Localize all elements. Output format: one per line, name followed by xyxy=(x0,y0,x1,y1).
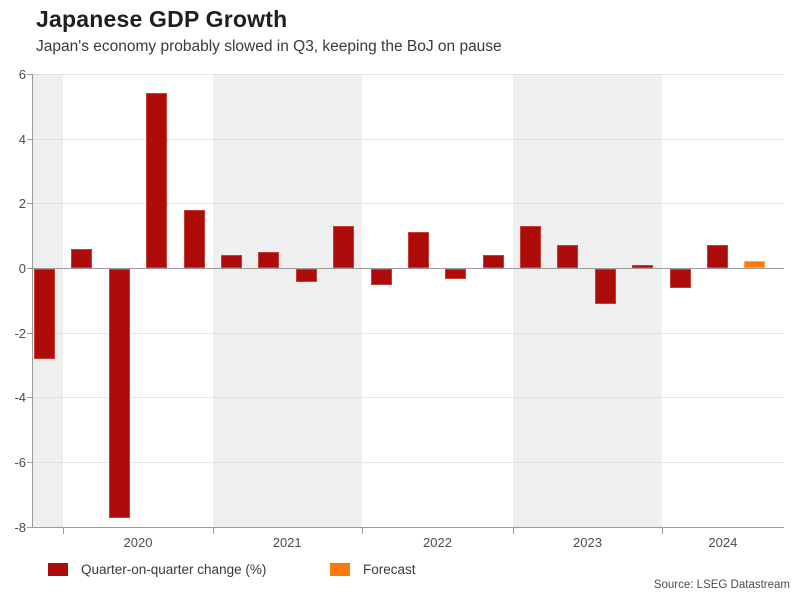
y-tick-label--6: -6 xyxy=(14,454,26,470)
y-tick-2 xyxy=(27,203,32,205)
bar-2021-q2 xyxy=(258,251,280,268)
x-year-label-2020: 2020 xyxy=(123,534,153,550)
gridline--6 xyxy=(32,461,784,463)
qoq-legend-label: Quarter-on-quarter change (%) xyxy=(81,562,267,577)
y-tick-label-6: 6 xyxy=(18,67,26,82)
bar-2020-q2 xyxy=(108,268,130,518)
y-tick-0 xyxy=(27,267,32,269)
gridline--2 xyxy=(32,332,784,334)
year-band-2021 xyxy=(212,74,362,527)
bar-2022-q4 xyxy=(482,255,504,268)
bar-2019-q4 xyxy=(34,268,56,360)
chart-subtitle: Japan's economy probably slowed in Q3, k… xyxy=(36,38,502,55)
bar-2020-q1 xyxy=(71,248,93,268)
bar-2021-q3 xyxy=(295,268,317,282)
bar-2021-q4 xyxy=(333,225,355,268)
bar-2022-q1 xyxy=(370,268,392,286)
y-tick-label--4: -4 xyxy=(14,390,26,406)
y-tick-label--8: -8 xyxy=(14,519,26,535)
legend-item-forecast: Forecast xyxy=(330,562,416,577)
x-axis-line xyxy=(32,526,784,528)
y-tick-label-0: 0 xyxy=(18,260,26,276)
forecast-legend-label: Forecast xyxy=(363,562,416,577)
x-year-label-2024: 2024 xyxy=(708,534,738,550)
gridline-2 xyxy=(32,203,784,205)
y-tick--8 xyxy=(27,526,32,528)
y-tick-6 xyxy=(27,74,32,75)
year-boundary-tick xyxy=(513,527,515,534)
y-tick--2 xyxy=(27,332,32,334)
year-boundary-tick xyxy=(63,527,65,534)
bar-2024-q1 xyxy=(669,268,691,289)
bar-2023-q1 xyxy=(520,225,542,268)
source-credit: Source: LSEG Datastream xyxy=(653,579,790,591)
y-tick--4 xyxy=(27,397,32,399)
legend-item-qoq: Quarter-on-quarter change (%) xyxy=(48,562,266,577)
bar-2020-q4 xyxy=(183,209,205,268)
bar-2020-q3 xyxy=(146,93,168,268)
gridline-6 xyxy=(32,74,784,75)
bar-2024-q3 xyxy=(744,261,766,268)
year-boundary-tick xyxy=(361,527,363,534)
year-boundary-tick xyxy=(212,527,214,534)
bar-2021-q1 xyxy=(221,255,242,268)
gridline-4 xyxy=(32,138,784,140)
bar-2023-q4 xyxy=(632,264,654,268)
x-year-label-2022: 2022 xyxy=(423,534,452,550)
y-tick--6 xyxy=(27,461,32,463)
year-band-2023 xyxy=(513,74,662,527)
bar-2022-q3 xyxy=(445,268,467,279)
qoq-legend-swatch xyxy=(48,563,68,576)
bar-2022-q2 xyxy=(407,232,429,268)
x-year-label-2021: 2021 xyxy=(272,534,302,550)
y-tick-4 xyxy=(27,138,32,140)
forecast-legend-swatch xyxy=(330,563,350,576)
y-tick-label-2: 2 xyxy=(18,196,26,212)
bar-2023-q2 xyxy=(557,245,579,268)
gridline--4 xyxy=(32,397,784,399)
bar-2023-q3 xyxy=(594,268,616,305)
bar-2024-q2 xyxy=(706,245,728,268)
chart-title: Japanese GDP Growth xyxy=(36,6,288,32)
y-axis-line xyxy=(32,74,33,527)
zero-line xyxy=(32,267,784,269)
x-year-label-2023: 2023 xyxy=(573,534,602,550)
year-boundary-tick xyxy=(661,527,663,534)
y-tick-label-4: 4 xyxy=(18,131,26,147)
y-tick-label--2: -2 xyxy=(14,325,26,341)
